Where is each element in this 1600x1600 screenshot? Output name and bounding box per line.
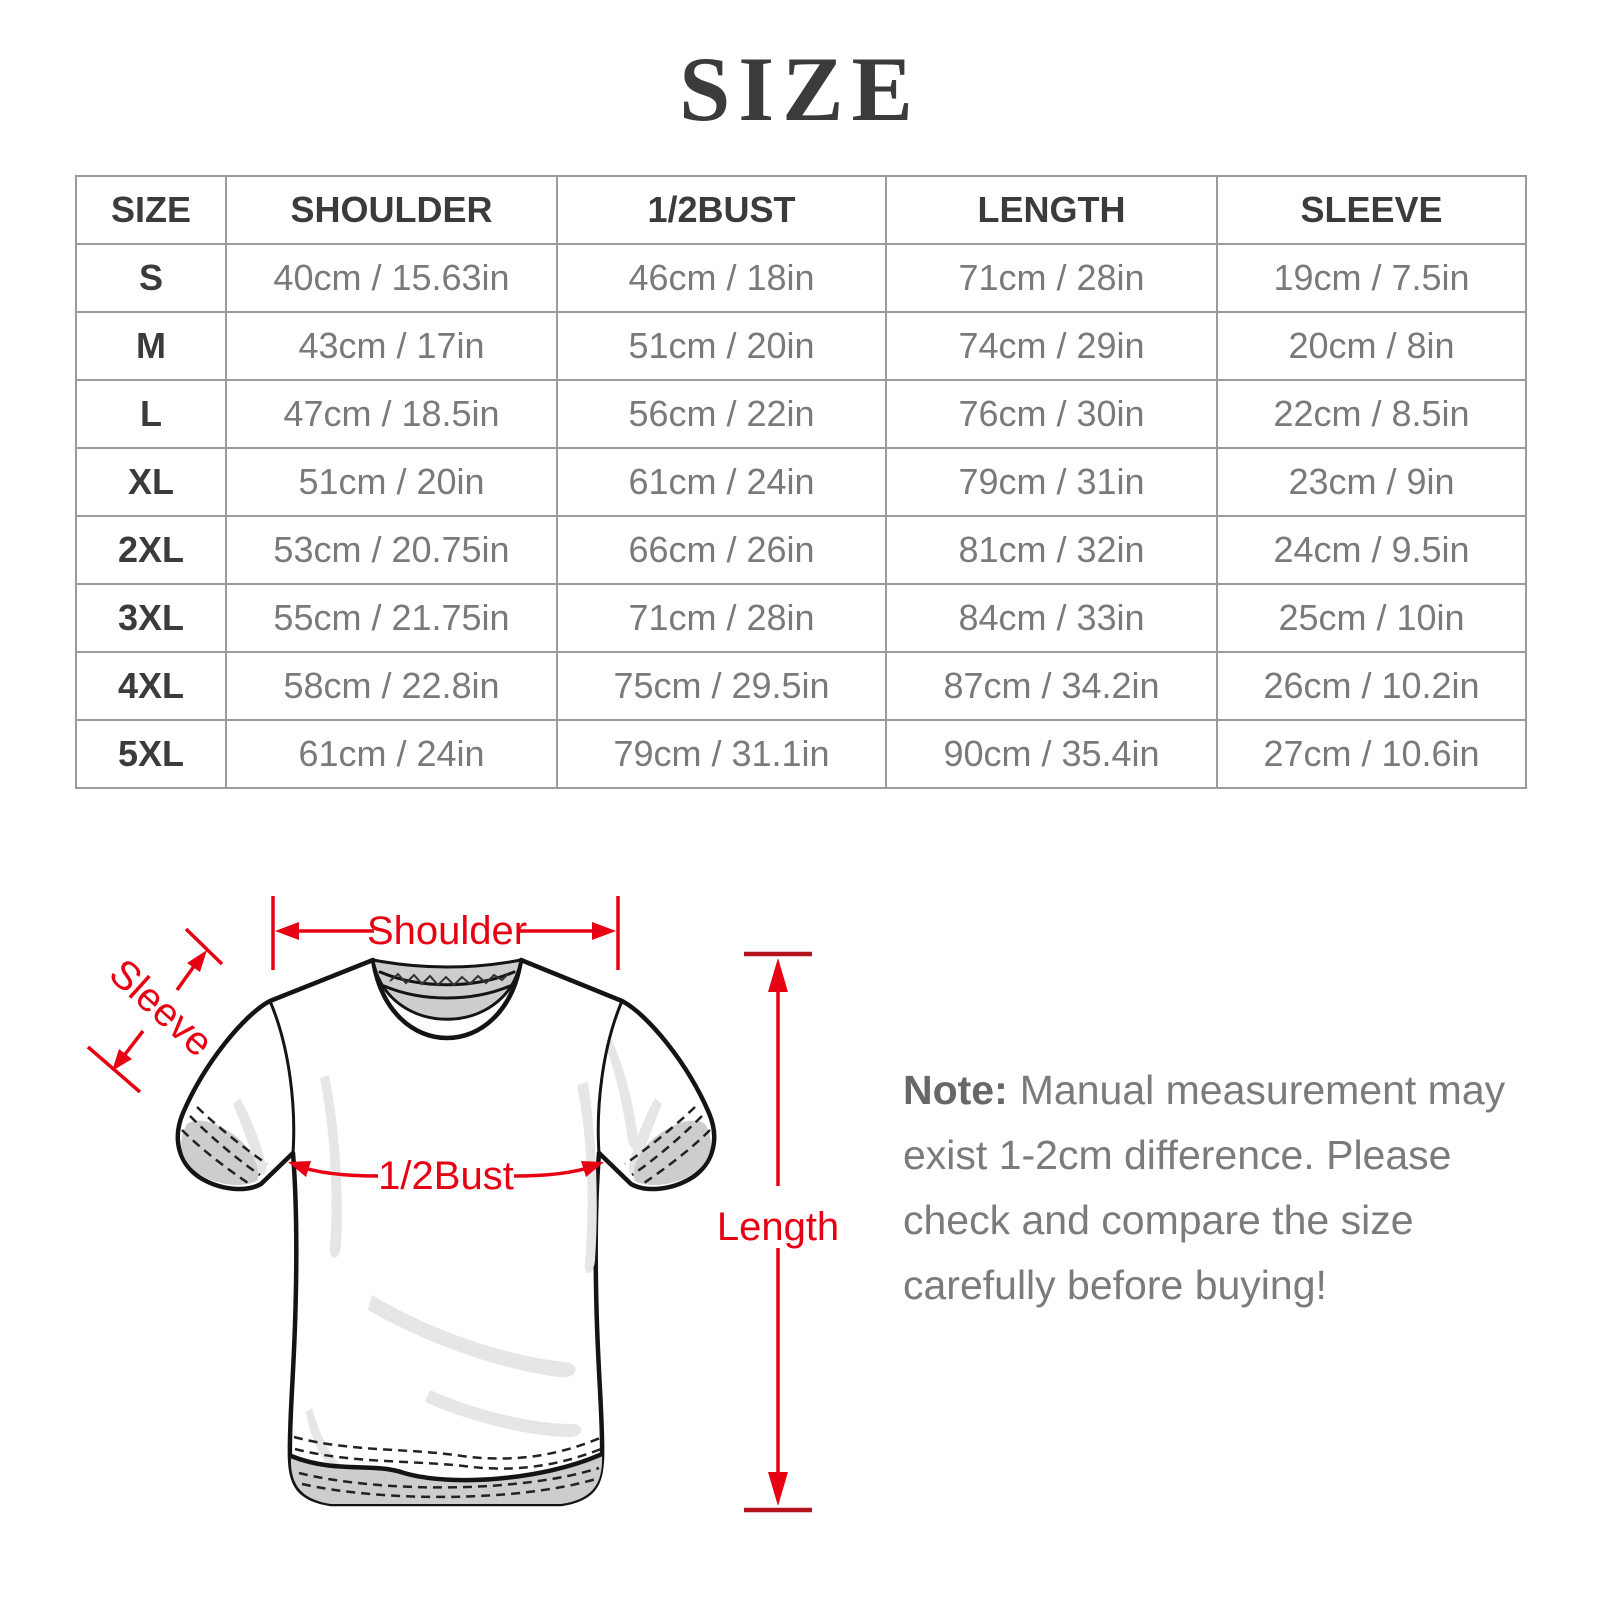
column-header-bust: 1/2BUST <box>556 175 887 245</box>
table-header-row: SIZE SHOULDER 1/2BUST LENGTH SLEEVE <box>75 175 1527 245</box>
table-cell: 66cm / 26in <box>556 515 887 585</box>
table-cell: 71cm / 28in <box>885 243 1218 313</box>
table-row: M 43cm / 17in 51cm / 20in 74cm / 29in 20… <box>75 311 1527 381</box>
shoulder-label: Shoulder <box>367 909 527 953</box>
table-cell: 81cm / 32in <box>885 515 1218 585</box>
table-cell: 56cm / 22in <box>556 379 887 449</box>
left-armhole-seam <box>268 999 296 1155</box>
left-sleeve-hem <box>181 1106 268 1186</box>
sleeve-tick-upper <box>184 927 224 966</box>
note-line: carefully before buying! <box>903 1262 1327 1308</box>
length-dimension: Length <box>717 951 839 1513</box>
arrow-up-right-icon <box>187 950 207 972</box>
table-row: 5XL 61cm / 24in 79cm / 31.1in 90cm / 35.… <box>75 719 1527 789</box>
bottom-hem <box>288 1435 605 1504</box>
collar-stitching <box>389 972 509 987</box>
table-cell: 22cm / 8.5in <box>1216 379 1527 449</box>
table-cell: 47cm / 18.5in <box>225 379 558 449</box>
table-row: XL 51cm / 20in 61cm / 24in 79cm / 31in 2… <box>75 447 1527 517</box>
tshirt-body-outline <box>175 957 717 1507</box>
note-line: check and compare the size <box>903 1197 1414 1243</box>
table-cell: 51cm / 20in <box>556 311 887 381</box>
table-cell: 46cm / 18in <box>556 243 887 313</box>
collar <box>371 958 523 1021</box>
table-cell: 76cm / 30in <box>885 379 1218 449</box>
table-cell: 25cm / 10in <box>1216 583 1527 653</box>
tshirt-drawing <box>175 957 717 1507</box>
note-line: exist 1-2cm difference. Please <box>903 1132 1452 1178</box>
arrow-right-icon <box>581 1161 604 1177</box>
table-cell: 61cm / 24in <box>225 719 558 789</box>
table-cell-size: 2XL <box>75 515 227 585</box>
size-table: SIZE SHOULDER 1/2BUST LENGTH SLEEVE S 40… <box>75 175 1527 789</box>
table-cell: 58cm / 22.8in <box>225 651 558 721</box>
arrow-down-left-icon <box>112 1049 132 1071</box>
table-cell: 24cm / 9.5in <box>1216 515 1527 585</box>
collar-inside <box>371 958 523 1021</box>
table-cell: 26cm / 10.2in <box>1216 651 1527 721</box>
table-cell-size: L <box>75 379 227 449</box>
table-cell: 40cm / 15.63in <box>225 243 558 313</box>
right-armhole-seam <box>596 999 624 1155</box>
table-cell-size: 5XL <box>75 719 227 789</box>
table-cell: 27cm / 10.6in <box>1216 719 1527 789</box>
table-cell: 51cm / 20in <box>225 447 558 517</box>
table-cell: 90cm / 35.4in <box>885 719 1218 789</box>
table-row: 4XL 58cm / 22.8in 75cm / 29.5in 87cm / 3… <box>75 651 1527 721</box>
table-cell: 75cm / 29.5in <box>556 651 887 721</box>
note-text: Manual measurement may <box>1019 1067 1506 1113</box>
table-cell: 19cm / 7.5in <box>1216 243 1527 313</box>
bust-dimension: 1/2Bust <box>288 1154 604 1198</box>
arrow-down-icon <box>768 1472 788 1506</box>
arrow-left-icon <box>275 922 299 940</box>
page-title: SIZE <box>679 38 921 140</box>
column-header-shoulder: SHOULDER <box>225 175 558 245</box>
table-cell-size: XL <box>75 447 227 517</box>
table-row: 3XL 55cm / 21.75in 71cm / 28in 84cm / 33… <box>75 583 1527 653</box>
table-row: L 47cm / 18.5in 56cm / 22in 76cm / 30in … <box>75 379 1527 449</box>
table-cell-size: 3XL <box>75 583 227 653</box>
table-cell: 55cm / 21.75in <box>225 583 558 653</box>
arrow-right-icon <box>592 922 616 940</box>
table-cell-size: 4XL <box>75 651 227 721</box>
right-sleeve-hem <box>624 1106 711 1186</box>
table-cell: 79cm / 31.1in <box>556 719 887 789</box>
table-cell: 43cm / 17in <box>225 311 558 381</box>
table-cell-size: M <box>75 311 227 381</box>
table-cell: 84cm / 33in <box>885 583 1218 653</box>
table-row: S 40cm / 15.63in 46cm / 18in 71cm / 28in… <box>75 243 1527 313</box>
column-header-length: LENGTH <box>885 175 1218 245</box>
table-cell: 79cm / 31in <box>885 447 1218 517</box>
table-cell-size: S <box>75 243 227 313</box>
column-header-size: SIZE <box>75 175 227 245</box>
wrinkle-shading <box>233 1040 662 1477</box>
shoulder-dimension: Shoulder <box>271 896 620 970</box>
table-cell: 20cm / 8in <box>1216 311 1527 381</box>
arrow-left-icon <box>288 1161 311 1177</box>
note-line: Note: Manual measurement may <box>903 1058 1513 1123</box>
table-cell: 87cm / 34.2in <box>885 651 1218 721</box>
table-cell: 61cm / 24in <box>556 447 887 517</box>
note: Note: Manual measurement may exist 1-2cm … <box>903 1058 1513 1318</box>
note-label: Note: <box>903 1067 1008 1113</box>
table-row: 2XL 53cm / 20.75in 66cm / 26in 81cm / 32… <box>75 515 1527 585</box>
table-cell: 71cm / 28in <box>556 583 887 653</box>
arrow-up-icon <box>768 958 788 992</box>
table-cell: 53cm / 20.75in <box>225 515 558 585</box>
sleeve-dimension: Sleeve <box>86 927 224 1094</box>
column-header-sleeve: SLEEVE <box>1216 175 1527 245</box>
length-label: Length <box>717 1205 839 1249</box>
sleeve-label: Sleeve <box>101 951 221 1066</box>
table-cell: 74cm / 29in <box>885 311 1218 381</box>
bust-label: 1/2Bust <box>378 1154 514 1198</box>
table-cell: 23cm / 9in <box>1216 447 1527 517</box>
